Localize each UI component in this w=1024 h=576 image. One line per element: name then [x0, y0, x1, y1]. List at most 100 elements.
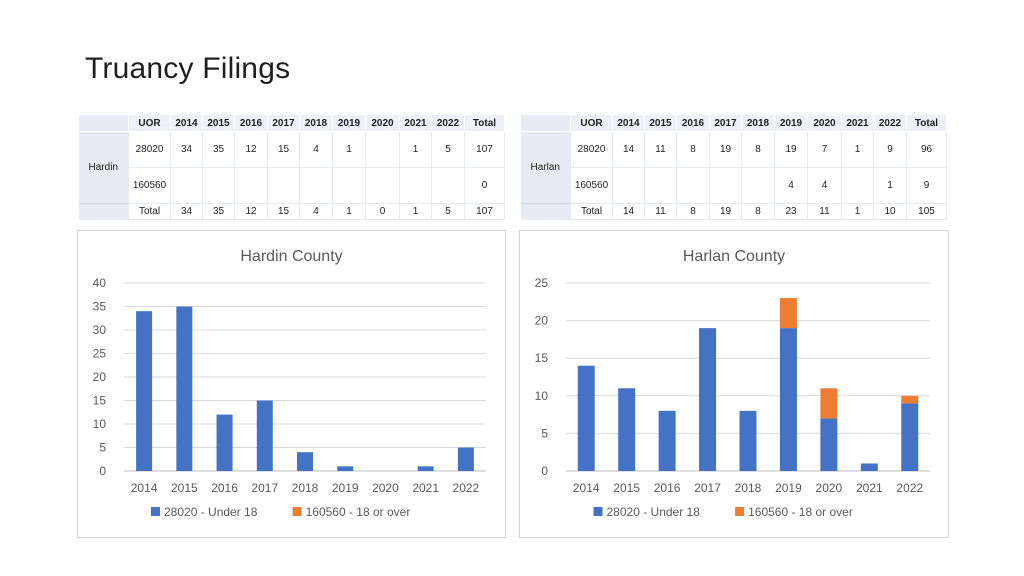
table-cell: 19	[774, 131, 808, 168]
y-tick-label: 25	[93, 347, 107, 361]
table-cell: 7	[807, 131, 842, 168]
county-label-cell: Hardin	[78, 131, 129, 204]
table-cell: 160560	[570, 167, 613, 204]
table-cell: 0	[365, 203, 400, 220]
column-header: 2019	[332, 114, 366, 132]
table-cell: 19	[709, 203, 742, 220]
y-tick-label: 40	[93, 276, 107, 290]
table-cell	[170, 167, 203, 204]
bar-under-18-2018	[297, 452, 313, 471]
legend-swatch	[593, 507, 603, 516]
column-header: 2016	[234, 114, 268, 132]
y-tick-label: 20	[93, 370, 107, 384]
county-name: Hardin	[88, 162, 118, 173]
y-tick-label: 20	[535, 314, 549, 328]
table-cell: 5	[431, 131, 465, 168]
table-cell	[365, 131, 400, 168]
hardin-uor-table: UOR 2014 2015 2016 2017 2018 2019 2020 2…	[78, 114, 505, 220]
bar-under-18-2019	[779, 328, 797, 471]
column-header: 2020	[807, 114, 842, 132]
table-cell: 10	[873, 203, 907, 220]
table-cell	[644, 167, 677, 204]
table-cell: 11	[644, 131, 677, 168]
table-cell: 9	[906, 167, 947, 204]
legend-swatch	[292, 507, 302, 516]
y-tick-label: 15	[93, 394, 107, 408]
table-cell: 1	[841, 131, 874, 168]
bar-18-or-over-2020	[820, 388, 838, 419]
column-header: Total	[464, 114, 505, 132]
county-blank-cell	[78, 203, 129, 220]
bar-under-18-2020	[820, 418, 838, 471]
table-cell: 0	[464, 167, 505, 204]
table-cell: 96	[906, 131, 947, 168]
x-tick-label: 2016	[654, 481, 681, 495]
x-tick-label: 2014	[573, 481, 600, 495]
table-cell	[612, 167, 645, 204]
column-header: UOR	[570, 114, 613, 132]
x-tick-label: 2020	[372, 481, 399, 495]
x-tick-label: 2015	[613, 481, 640, 495]
x-tick-label: 2022	[453, 481, 480, 495]
table-cell: 4	[299, 203, 333, 220]
bar-under-18-2018	[739, 410, 757, 471]
table-cell	[841, 167, 874, 204]
bar-18-or-over-2019	[779, 298, 797, 329]
x-tick-label: 2019	[775, 481, 802, 495]
column-header: 2021	[841, 114, 874, 132]
column-header: UOR	[128, 114, 171, 132]
legend-label: 28020 - Under 18	[607, 505, 701, 519]
table-cell: 8	[676, 203, 710, 220]
legend-label: 160560 - 18 or over	[306, 505, 411, 519]
legend-swatch	[151, 507, 160, 516]
table-cell: 28020	[570, 131, 613, 168]
table-cell	[332, 167, 366, 204]
column-header: 2014	[170, 114, 203, 132]
bar-under-18-2016	[658, 410, 676, 471]
table-cell: 160560	[128, 167, 171, 204]
table-cell: 8	[676, 131, 710, 168]
table-cell: 107	[464, 131, 505, 168]
bar-under-18-2015	[176, 306, 193, 471]
table-cell: 4	[807, 167, 842, 204]
chart-title: Harlan County	[683, 248, 785, 265]
table-cell	[676, 167, 710, 204]
county-header-blank	[520, 114, 571, 132]
table-cell: 11	[807, 203, 842, 220]
table-cell: 12	[234, 203, 268, 220]
x-tick-label: 2015	[171, 481, 198, 495]
column-header: 2015	[644, 114, 677, 132]
table-cell: 14	[612, 131, 645, 168]
table-cell	[299, 167, 333, 204]
table-cell: 1	[841, 203, 874, 220]
column-header: 2018	[299, 114, 333, 132]
table-cell: 8	[741, 131, 775, 168]
y-tick-label: 5	[541, 426, 548, 440]
table-cell: 8	[741, 203, 775, 220]
table-cell	[234, 167, 268, 204]
table-cell: 19	[709, 131, 742, 168]
table-cell: 23	[774, 203, 808, 220]
county-label-cell: Harlan	[520, 131, 571, 204]
table-cell	[709, 167, 742, 204]
table-cell: 34	[170, 131, 203, 168]
column-header: Total	[906, 114, 947, 132]
table-cell	[431, 167, 465, 204]
table-cell: 28020	[128, 131, 171, 168]
table-cell: 9	[873, 131, 907, 168]
column-header: 2021	[399, 114, 432, 132]
y-tick-label: 30	[93, 323, 107, 337]
county-blank-cell	[520, 203, 571, 220]
table-cell: 35	[202, 203, 235, 220]
column-header: 2014	[612, 114, 645, 132]
column-header: 2016	[676, 114, 710, 132]
bar-under-18-2021	[860, 463, 878, 471]
bar-under-18-2021	[417, 466, 434, 471]
column-header: 2017	[709, 114, 742, 132]
table-cell	[202, 167, 235, 204]
column-header: 2017	[267, 114, 300, 132]
table-cell: 34	[170, 203, 203, 220]
hardin-chart: Hardin County 0 5 10 15 20 25 30 35 40 2014 2015 201…	[77, 230, 506, 538]
table-cell: 1	[399, 131, 432, 168]
table-cell: 1	[399, 203, 432, 220]
